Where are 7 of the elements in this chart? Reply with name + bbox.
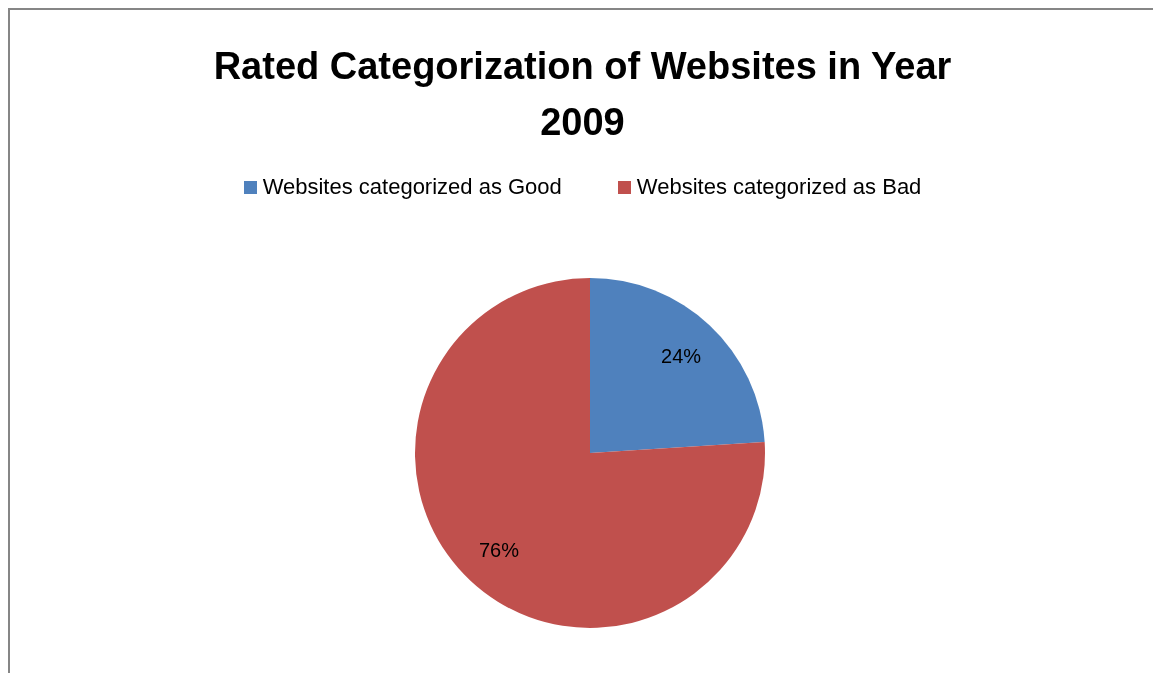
data-label: 24% (661, 345, 702, 368)
data-label: 76% (478, 538, 520, 561)
chart-title: Rated Categorization of Websites in Year 2009 (212, 44, 953, 145)
legend-label: Websites categorized as Good (262, 174, 562, 200)
pie-slice (415, 278, 765, 628)
legend-label: Websites categorized as Bad (636, 174, 922, 200)
pie-slice (590, 278, 765, 453)
